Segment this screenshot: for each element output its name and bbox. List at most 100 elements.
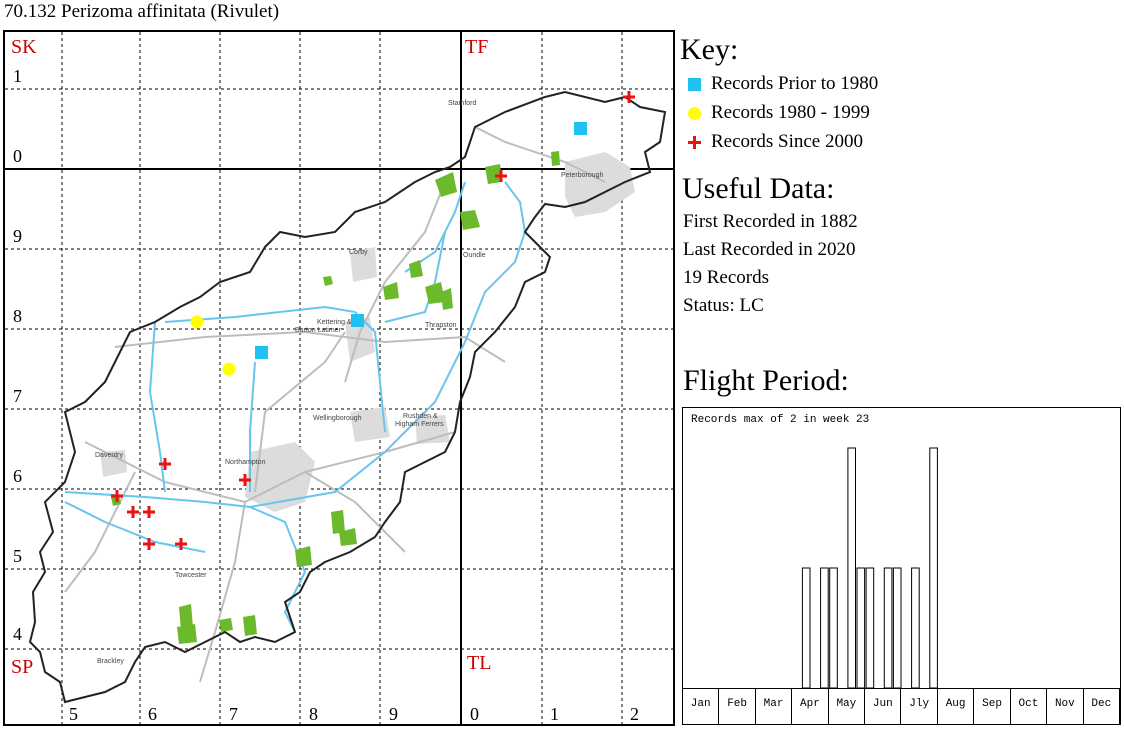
record-since-2000 bbox=[159, 458, 171, 470]
flight-bar bbox=[911, 567, 920, 688]
svg-text:Corby: Corby bbox=[349, 249, 368, 256]
map-canvas: Stamford Peterborough Corby Oundle Kette… bbox=[5, 32, 673, 724]
grid-label-y: 5 bbox=[13, 546, 22, 566]
record-since-2000 bbox=[239, 474, 251, 486]
red-cross-icon bbox=[686, 133, 704, 151]
rivers bbox=[64, 181, 527, 633]
flight-bar bbox=[856, 567, 866, 688]
grid-label-x: 9 bbox=[389, 704, 398, 724]
key-item-prior-1980: Records Prior to 1980 bbox=[686, 73, 878, 95]
svg-text:Peterborough: Peterborough bbox=[561, 172, 604, 179]
key-item-since-2000: Records Since 2000 bbox=[686, 131, 863, 153]
flight-bar bbox=[829, 567, 838, 688]
county-outline bbox=[28, 90, 667, 704]
grid-label-y: 9 bbox=[13, 226, 22, 246]
flight-bars bbox=[801, 447, 938, 688]
page-title: 70.132 Perizoma affinitata (Rivulet) bbox=[4, 1, 280, 22]
grid-label-x: 2 bbox=[630, 704, 639, 724]
square-label-tl: TL bbox=[467, 652, 492, 674]
flight-bar bbox=[865, 567, 875, 688]
month-label: Aug bbox=[938, 689, 975, 725]
key-item-1980-1999: Records 1980 - 1999 bbox=[686, 102, 870, 124]
grid-label-y: 0 bbox=[13, 146, 22, 166]
key-title: Key: bbox=[680, 33, 739, 66]
flight-chart-note: Records max of 2 in week 23 bbox=[691, 414, 870, 426]
svg-text:Oundle: Oundle bbox=[463, 252, 486, 259]
record-since-2000 bbox=[127, 506, 139, 518]
record-since-2000 bbox=[143, 506, 155, 518]
grid-label-y: 1 bbox=[13, 66, 22, 86]
flight-bar bbox=[820, 567, 829, 688]
flight-bar bbox=[883, 567, 893, 688]
svg-text:Towcester: Towcester bbox=[175, 572, 207, 579]
svg-text:Higham Ferrers: Higham Ferrers bbox=[395, 421, 444, 428]
grid-label-x: 0 bbox=[470, 704, 479, 724]
last-recorded: Last Recorded in 2020 bbox=[683, 239, 856, 260]
flight-period-title: Flight Period: bbox=[683, 364, 849, 397]
grid-label-x: 6 bbox=[148, 704, 157, 724]
record-since-2000 bbox=[143, 538, 155, 550]
first-recorded: First Recorded in 1882 bbox=[683, 211, 858, 232]
grid-label-y: 6 bbox=[13, 466, 22, 486]
month-label: May bbox=[829, 689, 866, 725]
svg-text:Daventry: Daventry bbox=[95, 452, 124, 459]
square-label-tf: TF bbox=[465, 36, 489, 58]
flight-bar bbox=[801, 567, 811, 688]
record-since-2000 bbox=[175, 538, 187, 550]
roads bbox=[64, 126, 606, 683]
month-label: Jan bbox=[683, 689, 720, 725]
flight-bar bbox=[892, 567, 902, 688]
grid-label-y: 8 bbox=[13, 306, 22, 326]
month-label: Nov bbox=[1047, 689, 1084, 725]
svg-text:Northampton: Northampton bbox=[225, 459, 266, 466]
record-prior-1980 bbox=[255, 346, 268, 359]
record-1980-1999 bbox=[222, 362, 236, 376]
svg-text:Brackley: Brackley bbox=[97, 658, 124, 665]
month-label: Dec bbox=[1084, 689, 1120, 725]
useful-data-title: Useful Data: bbox=[682, 172, 835, 205]
record-since-2000 bbox=[623, 91, 635, 103]
record-prior-1980 bbox=[351, 314, 364, 327]
key-item-label: Records Since 2000 bbox=[711, 131, 863, 152]
distribution-map: Stamford Peterborough Corby Oundle Kette… bbox=[3, 30, 675, 726]
records-prior-1980 bbox=[255, 122, 587, 359]
month-label: Mar bbox=[756, 689, 793, 725]
grid-label-y: 4 bbox=[13, 624, 22, 644]
flight-bar bbox=[847, 447, 856, 688]
month-label: Apr bbox=[792, 689, 829, 725]
yellow-circle-icon bbox=[686, 104, 704, 122]
key-item-label: Records Prior to 1980 bbox=[711, 73, 879, 94]
grid-label-x: 7 bbox=[229, 704, 238, 724]
records-1980-1999 bbox=[190, 315, 236, 376]
svg-text:Thrapston: Thrapston bbox=[425, 322, 457, 329]
month-label: Sep bbox=[974, 689, 1011, 725]
month-axis: Jan Feb Mar Apr May Jun Jly Aug Sep Oct Nov Dec bbox=[683, 688, 1120, 725]
svg-text:Burton Latimer: Burton Latimer bbox=[295, 327, 342, 334]
month-label: Oct bbox=[1011, 689, 1048, 725]
square-label-sp: SP bbox=[11, 656, 34, 678]
records-since-2000 bbox=[111, 91, 635, 550]
svg-text:Wellingborough: Wellingborough bbox=[313, 415, 362, 422]
record-1980-1999 bbox=[190, 315, 204, 329]
grid-label-x: 1 bbox=[550, 704, 559, 724]
key-item-label: Records 1980 - 1999 bbox=[711, 102, 870, 123]
square-label-sk: SK bbox=[11, 36, 37, 58]
month-label: Jly bbox=[902, 689, 938, 725]
record-since-2000 bbox=[495, 170, 507, 182]
record-since-2000 bbox=[111, 490, 123, 502]
town-labels: Stamford Peterborough Corby Oundle Kette… bbox=[95, 100, 604, 665]
svg-text:Rushden &: Rushden & bbox=[403, 413, 438, 420]
status: Status: LC bbox=[683, 295, 764, 316]
flight-bar bbox=[929, 447, 938, 688]
woodland bbox=[111, 151, 560, 644]
record-prior-1980 bbox=[574, 122, 587, 135]
grid-label-x: 8 bbox=[309, 704, 318, 724]
grid-label-x: 5 bbox=[69, 704, 78, 724]
month-label: Feb bbox=[719, 689, 756, 725]
flight-period-chart: Records max of 2 in week 23 Jan Feb Mar Apr… bbox=[682, 407, 1121, 725]
cyan-square-icon bbox=[686, 75, 704, 93]
svg-text:Stamford: Stamford bbox=[448, 100, 477, 107]
grid-label-y: 7 bbox=[13, 386, 22, 406]
month-label: Jun bbox=[865, 689, 902, 725]
record-count: 19 Records bbox=[683, 267, 770, 288]
